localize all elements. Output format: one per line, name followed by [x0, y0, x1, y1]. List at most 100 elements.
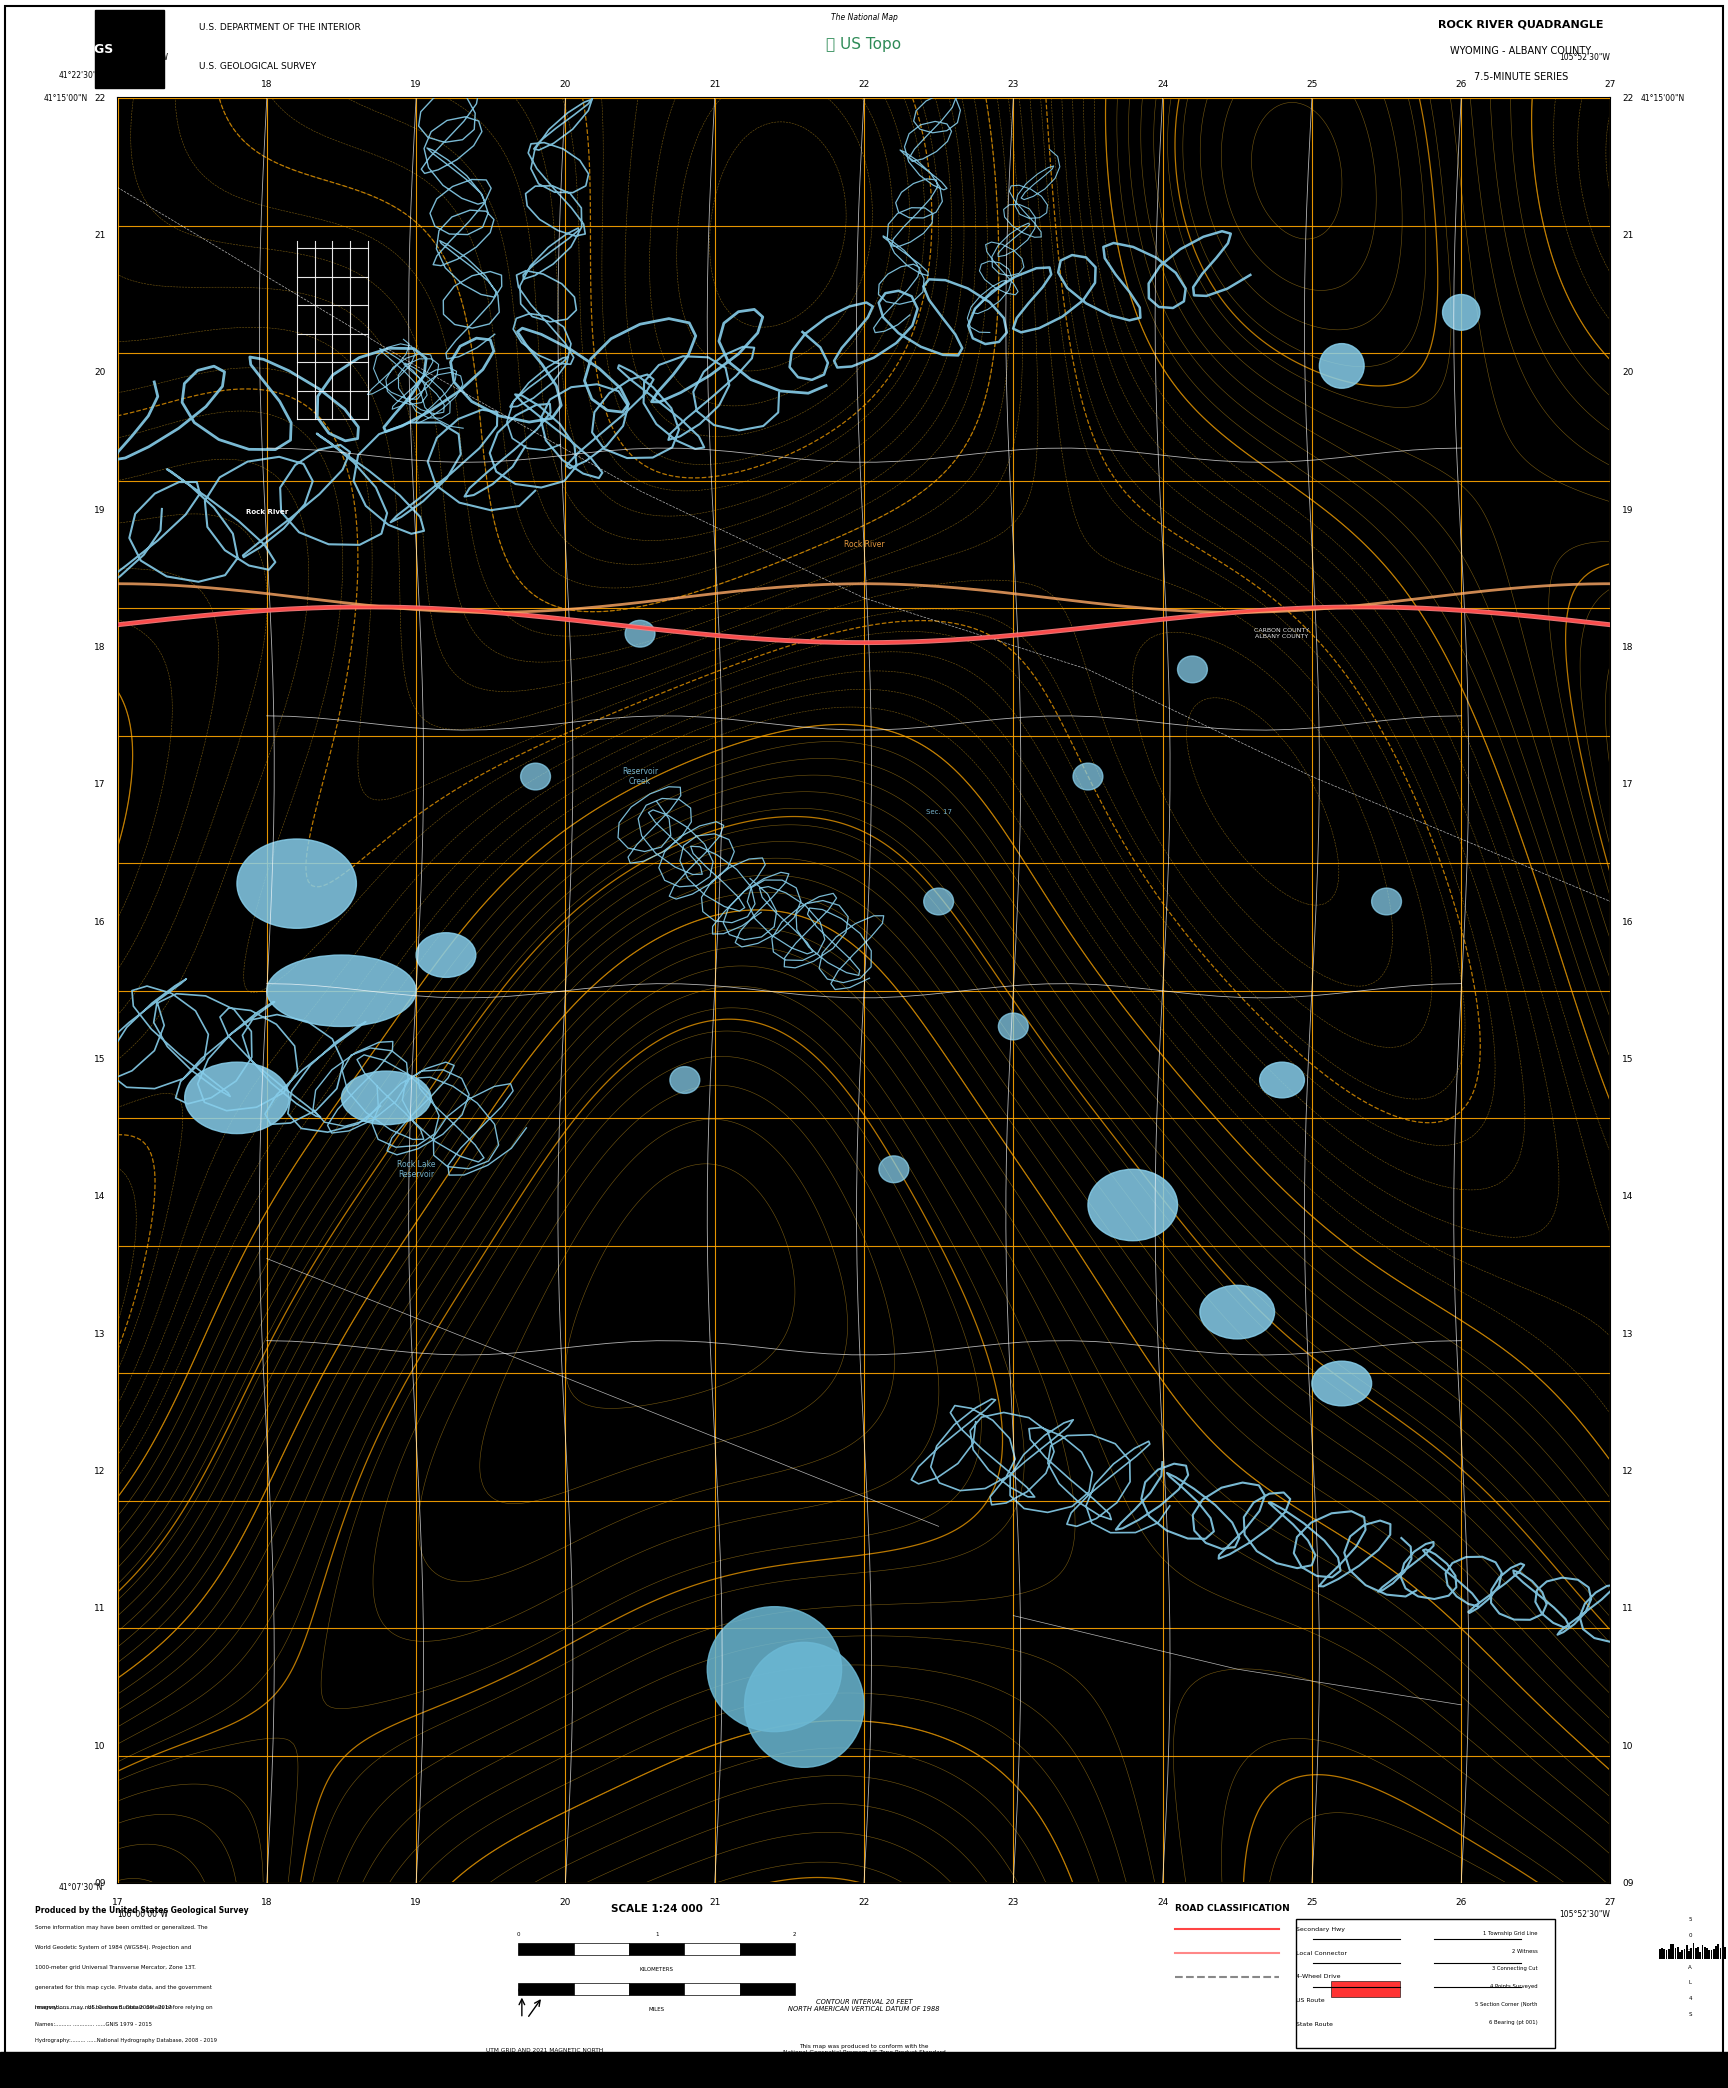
Bar: [1296, 1919, 1555, 2048]
Text: This map was produced to conform with the
National Geospatial Program US Topo Pr: This map was produced to conform with th…: [783, 2044, 945, 2055]
Bar: [1673, 1944, 1674, 1959]
Text: Z: Z: [1688, 1948, 1692, 1954]
Ellipse shape: [880, 1157, 909, 1182]
Text: MILES: MILES: [648, 2007, 665, 2011]
Ellipse shape: [1073, 762, 1102, 789]
Text: 105°52'30"W: 105°52'30"W: [1560, 54, 1610, 63]
Text: 24: 24: [1158, 1898, 1168, 1906]
Text: 4-Wheel Drive: 4-Wheel Drive: [1296, 1975, 1341, 1979]
Text: KILOMETERS: KILOMETERS: [639, 1967, 674, 1971]
Ellipse shape: [342, 1071, 430, 1125]
Ellipse shape: [1312, 1361, 1372, 1405]
Text: Reservoir
Creek: Reservoir Creek: [622, 766, 658, 787]
Bar: [1725, 1948, 1726, 1959]
Text: 14: 14: [95, 1192, 105, 1201]
Text: 19: 19: [1623, 505, 1635, 514]
Text: 20: 20: [95, 367, 105, 378]
Bar: [1692, 1944, 1693, 1959]
Text: A: A: [1688, 1965, 1692, 1969]
Text: 26: 26: [1455, 79, 1467, 90]
Bar: [1714, 1946, 1716, 1959]
Bar: [1683, 1948, 1685, 1959]
Bar: [740, 1944, 795, 1954]
Text: Secondary Hwy: Secondary Hwy: [1296, 1927, 1344, 1931]
Text: 41°15'00"N: 41°15'00"N: [1640, 94, 1685, 102]
Ellipse shape: [924, 887, 954, 915]
Bar: [574, 1944, 629, 1954]
Text: 41°15'00"N: 41°15'00"N: [43, 94, 88, 102]
Text: 6 Bearing (pt 001): 6 Bearing (pt 001): [1490, 2019, 1538, 2025]
Text: Some information may have been omitted or generalized. The: Some information may have been omitted o…: [35, 1925, 207, 1929]
Bar: [1680, 1952, 1681, 1959]
Text: Rock River: Rock River: [245, 509, 289, 516]
Text: SCALE 1:24 000: SCALE 1:24 000: [610, 1904, 703, 1913]
Ellipse shape: [1260, 1063, 1305, 1098]
Text: 27: 27: [1605, 1898, 1616, 1906]
Text: 2 Witness: 2 Witness: [1512, 1948, 1538, 1954]
Text: 15: 15: [1623, 1054, 1635, 1065]
Text: 41°07'30"N: 41°07'30"N: [59, 1883, 102, 1892]
Text: Imagery:........ ........ US. Census Bureau 2019 - 2017: Imagery:........ ........ US. Census Bur…: [35, 2004, 171, 2009]
Text: 21: 21: [1623, 232, 1633, 240]
Text: 13: 13: [93, 1330, 105, 1338]
Text: 17: 17: [93, 781, 105, 789]
Text: 18: 18: [261, 1898, 273, 1906]
Text: 🌿 US Topo: 🌿 US Topo: [826, 38, 902, 52]
Bar: [1690, 1948, 1692, 1959]
Ellipse shape: [1372, 887, 1401, 915]
Text: 10: 10: [1623, 1741, 1635, 1750]
Text: 21: 21: [708, 79, 721, 90]
Text: Local Connector: Local Connector: [1296, 1950, 1348, 1956]
Text: US Route: US Route: [1296, 1998, 1325, 2002]
Bar: [95, 10, 164, 88]
Text: 17: 17: [112, 1898, 123, 1906]
Text: 19: 19: [410, 79, 422, 90]
Text: 11: 11: [1623, 1604, 1635, 1614]
Bar: [1699, 1952, 1700, 1959]
Bar: [1688, 1950, 1690, 1959]
Text: 25: 25: [1306, 79, 1317, 90]
Bar: [518, 1944, 574, 1954]
Text: 0: 0: [517, 1931, 520, 1938]
Text: 22: 22: [859, 79, 869, 90]
Bar: [1681, 1950, 1683, 1959]
Ellipse shape: [185, 1063, 289, 1134]
Text: 105°52'30"W: 105°52'30"W: [1560, 1911, 1610, 1919]
Text: 20: 20: [560, 79, 570, 90]
Text: 12: 12: [1623, 1468, 1633, 1476]
Text: 16: 16: [93, 917, 105, 927]
Bar: [1666, 1950, 1668, 1959]
Text: U.S. GEOLOGICAL SURVEY: U.S. GEOLOGICAL SURVEY: [199, 63, 316, 71]
Text: *: *: [543, 1986, 546, 1994]
Ellipse shape: [1199, 1286, 1275, 1338]
Bar: [1676, 1946, 1678, 1959]
Bar: [1661, 1948, 1662, 1959]
Text: 09: 09: [1623, 1879, 1635, 1888]
Text: 5 Section Corner (North: 5 Section Corner (North: [1476, 2002, 1538, 2007]
Ellipse shape: [416, 933, 475, 977]
Text: Contours:....... ......... .......National Elevation Dataset, 2017: Contours:....... ......... .......Nation…: [35, 2071, 188, 2078]
Bar: [684, 1944, 740, 1954]
Ellipse shape: [707, 1606, 842, 1731]
Bar: [1669, 1944, 1671, 1959]
Ellipse shape: [266, 954, 416, 1027]
Text: 41°22'30"N: 41°22'30"N: [59, 71, 102, 79]
Text: Names:.......... ............. ......GNIS 1979 - 2015: Names:.......... ............. ......GNI…: [35, 2021, 152, 2027]
Text: 17: 17: [1623, 781, 1635, 789]
Bar: [1687, 1944, 1688, 1959]
Text: 4: 4: [1688, 1996, 1692, 2000]
Text: 09: 09: [93, 1879, 105, 1888]
Bar: [1697, 1946, 1699, 1959]
Text: ROCK RIVER QUADRANGLE: ROCK RIVER QUADRANGLE: [1438, 19, 1604, 29]
Text: 21: 21: [95, 232, 105, 240]
Text: Sec. 17: Sec. 17: [926, 810, 952, 814]
Text: 7.5-MINUTE SERIES: 7.5-MINUTE SERIES: [1474, 71, 1567, 81]
Text: The National Map: The National Map: [831, 13, 897, 23]
Text: USGS: USGS: [76, 42, 114, 56]
Bar: [1718, 1944, 1719, 1959]
Text: Rock River: Rock River: [843, 541, 885, 549]
Ellipse shape: [1443, 294, 1479, 330]
Text: reservations may not be shown. Obtain details before relying on: reservations may not be shown. Obtain de…: [35, 2004, 213, 2009]
Text: 106°00'00"W: 106°00'00"W: [118, 1911, 169, 1919]
Text: 18: 18: [1623, 643, 1635, 651]
